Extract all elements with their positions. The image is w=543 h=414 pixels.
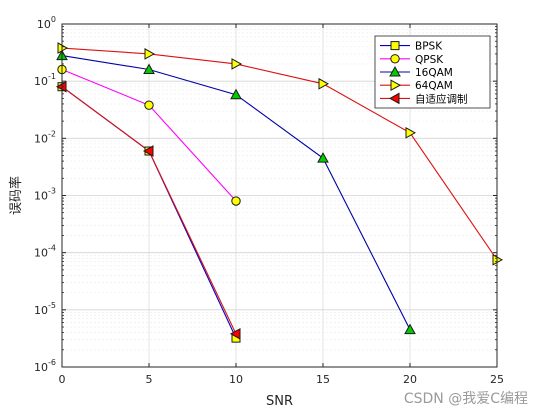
legend-marker xyxy=(390,41,400,51)
x-tick-label: 25 xyxy=(490,373,504,386)
legend-entry: BPSK xyxy=(380,41,443,53)
legend-label: 自适应调制 xyxy=(415,92,468,105)
legend-marker xyxy=(390,79,402,92)
legend-entry: 64QAM xyxy=(380,79,453,92)
y-tick-label: 10-3 xyxy=(34,187,56,203)
y-tick-label: 10-4 xyxy=(34,244,56,260)
legend-entry: 16QAM xyxy=(380,65,453,79)
y-tick-label: 100 xyxy=(37,15,56,31)
y-tick-label: 10-6 xyxy=(34,358,56,374)
data-point xyxy=(231,58,243,70)
y-tick-label: 10-5 xyxy=(34,301,56,317)
data-point xyxy=(404,323,416,335)
data-point xyxy=(230,88,242,100)
legend-entry: QPSK xyxy=(380,54,444,66)
legend-marker xyxy=(388,92,400,105)
data-point xyxy=(229,328,241,340)
legend-label: QPSK xyxy=(415,54,444,66)
legend-entry: 自适应调制 xyxy=(380,92,468,105)
data-point xyxy=(405,126,417,139)
series-line xyxy=(61,47,498,261)
y-axis-label: 误码率 xyxy=(8,176,24,215)
series-4 xyxy=(61,47,498,261)
data-point xyxy=(317,152,329,163)
series-3-markers xyxy=(56,49,416,335)
y-tick-label: 10-1 xyxy=(34,72,56,88)
x-tick-label: 15 xyxy=(316,373,330,386)
legend-label: 16QAM xyxy=(415,67,453,79)
data-point xyxy=(318,77,330,90)
x-tick-label: 20 xyxy=(403,373,417,386)
data-point xyxy=(142,145,154,157)
data-point xyxy=(231,196,241,206)
legend-marker xyxy=(389,65,401,77)
x-tick-label: 5 xyxy=(146,373,153,386)
y-tick-label: 10-2 xyxy=(34,129,56,145)
x-axis-label: SNR xyxy=(266,394,293,409)
x-tick-label: 0 xyxy=(59,373,66,386)
axis-ticks: 0 5 10 15 20 25 100 10-1 10-2 10-3 10-4 10-5 10-6 xyxy=(34,15,504,386)
data-point xyxy=(144,100,154,110)
legend-label: BPSK xyxy=(415,41,443,53)
data-point xyxy=(143,63,155,74)
legend-marker xyxy=(390,54,400,64)
data-point xyxy=(144,48,156,60)
watermark: CSDN @我爱C编程 xyxy=(404,391,528,407)
legend-label: 64QAM xyxy=(415,80,453,92)
x-tick-label: 10 xyxy=(229,373,243,386)
